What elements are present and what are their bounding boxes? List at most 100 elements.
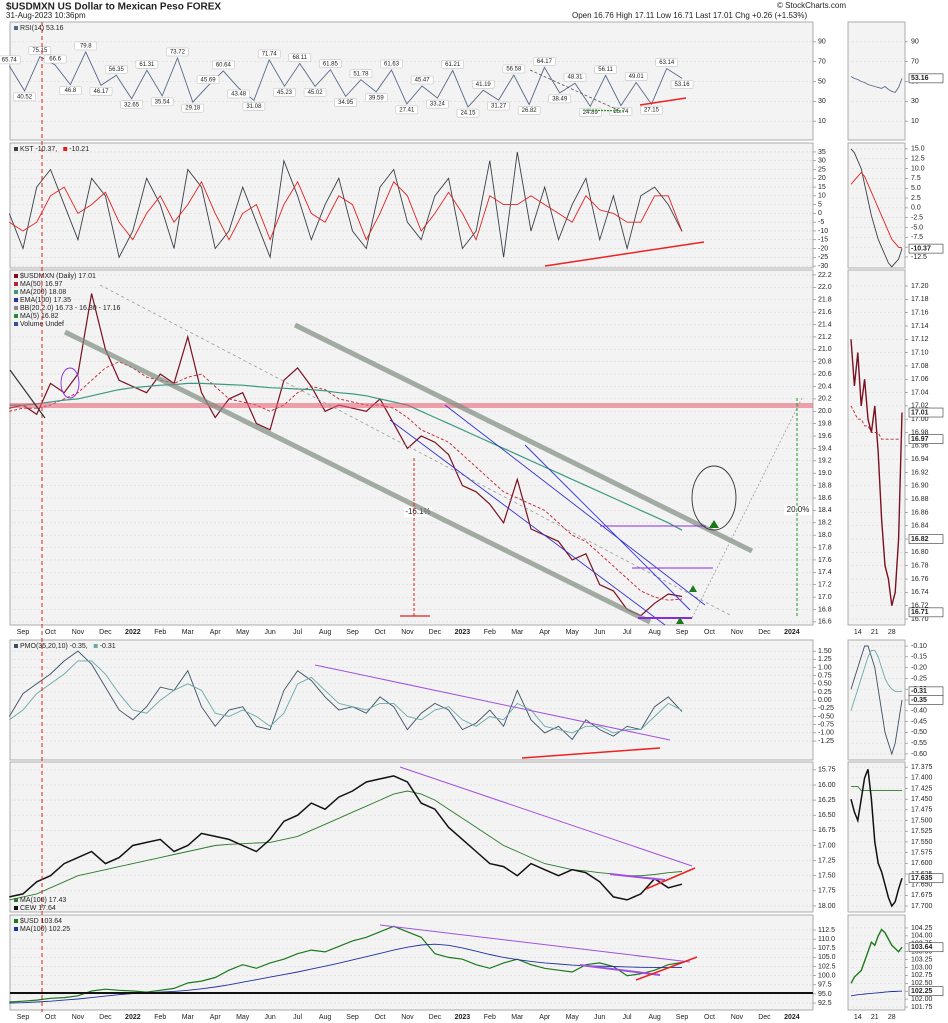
series-line	[8, 50, 683, 108]
legend-entry: MA(100) 17.43	[20, 897, 66, 904]
value-label: 33.24	[430, 102, 446, 108]
y-tick-label: 1.00	[818, 664, 832, 671]
y-tick-label: 0.25	[818, 689, 832, 696]
y-tick-label: 7.5	[911, 175, 921, 182]
y-tick-label: 16.94	[911, 456, 929, 463]
series-line	[851, 785, 902, 792]
x-tick-label: Sep	[346, 1014, 359, 1021]
value-label-box	[640, 105, 663, 115]
y-tick-label: 18.00	[818, 903, 836, 910]
y-tick-label: 17.20	[911, 283, 929, 290]
y-tick-label: 17.12	[911, 336, 929, 343]
panel-frame	[847, 142, 906, 269]
annotation: -16.1%	[405, 507, 430, 516]
legend-swatch	[14, 26, 18, 30]
value-label: 29.18	[185, 106, 201, 112]
price-tag-label: 16.82	[911, 536, 929, 543]
y-tick-label: 17.25	[818, 857, 836, 864]
x-tick-label: Dec	[99, 629, 112, 636]
x-tick-label: Oct	[375, 1014, 386, 1021]
value-label: 61.31	[139, 62, 155, 68]
legend-swatch	[14, 147, 18, 151]
x-tick-label: 2024	[784, 629, 800, 636]
zoom-x-tick-label: 21	[871, 629, 879, 636]
y-tick-label: -0.50	[818, 713, 834, 720]
copyright: © StockCharts.com	[777, 1, 846, 10]
series-line	[850, 148, 903, 268]
decorations	[9, 22, 813, 1012]
y-tick-label: -5	[818, 219, 824, 226]
legend-entry: MA(5) 16.82	[20, 313, 59, 320]
x-tick-label: Apr	[539, 1014, 551, 1021]
y-tick-label: 20.8	[818, 359, 832, 366]
channel-line	[293, 322, 754, 554]
series-line	[850, 405, 902, 440]
value-label-box	[517, 106, 541, 115]
price-tag	[908, 873, 944, 884]
panel-frame	[9, 269, 814, 626]
y-tick-label: 17.4	[818, 569, 832, 576]
y-tick-label: 103.00	[911, 964, 933, 971]
value-label: 24.15	[460, 111, 476, 117]
value-label-box	[319, 59, 342, 68]
y-tick-label: 17.00	[911, 416, 929, 423]
y-tick-label: -25	[818, 254, 828, 261]
x-tick-label: Sep	[676, 1014, 689, 1021]
value-label-box	[563, 72, 587, 82]
value-label-box	[395, 105, 419, 115]
value-label-box	[609, 107, 633, 116]
y-tick-label: 50	[818, 78, 826, 85]
y-tick-label: 0.75	[818, 672, 832, 679]
price-tag	[908, 434, 944, 444]
y-tick-label: 17.425	[911, 785, 933, 792]
series-line	[850, 649, 902, 711]
value-label-box	[242, 102, 266, 111]
x-tick-label: Jul	[623, 629, 632, 636]
y-tick-label: 10.0	[911, 165, 925, 172]
x-tick-label: Dec	[758, 1014, 771, 1021]
x-tick-label: 2022	[125, 1014, 141, 1021]
value-label-box	[43, 54, 67, 64]
value-label-box	[303, 88, 327, 97]
y-tick-label: -0.60	[911, 751, 927, 758]
y-tick-label: 17.500	[911, 817, 933, 824]
y-tick-label: 102.75	[911, 972, 933, 979]
value-label: 60.64	[216, 63, 232, 69]
y-tick-label: 21.4	[818, 321, 832, 328]
y-tick-label: -1.25	[818, 738, 834, 745]
y-tick-label: 17.0	[818, 594, 832, 601]
trend-line	[399, 766, 693, 867]
x-tick-label: Feb	[154, 629, 166, 636]
legend-swatch	[14, 306, 18, 310]
x-tick-label: Aug	[648, 629, 661, 636]
value-label-box	[502, 64, 526, 74]
y-tick-label: 16.98	[911, 429, 929, 436]
y-tick-label: 17.04	[911, 389, 929, 396]
y-tick-label: 17.675	[911, 892, 933, 899]
x-tick-label: Dec	[99, 1014, 112, 1021]
y-tick-label: 16.96	[911, 443, 929, 450]
up-arrow-icon	[689, 585, 697, 592]
y-tick-label: -10	[818, 228, 828, 235]
value-label: 46.17	[94, 89, 110, 95]
y-tick-label: 30	[818, 98, 826, 105]
zoom-x-tick-label: 14	[854, 1014, 862, 1021]
x-tick-label: Nov	[72, 629, 85, 636]
divergence-arrow	[635, 956, 698, 981]
x-tick-label: 2024	[784, 1014, 800, 1021]
x-tick-label: Oct	[704, 629, 715, 636]
value-label-box	[59, 86, 82, 95]
value-label-box	[258, 49, 281, 59]
y-tick-label: 20.4	[818, 383, 832, 390]
y-tick-label: 16.25	[818, 797, 836, 804]
series-line	[9, 775, 683, 901]
x-tick-label: Oct	[375, 629, 386, 636]
value-label: 61.21	[445, 62, 461, 68]
channel-line	[63, 329, 652, 625]
panel-frame	[847, 761, 906, 913]
value-label-box	[472, 80, 495, 89]
x-tick-label: Apr	[210, 1014, 222, 1021]
value-label-box	[624, 72, 648, 81]
value-label: 49.01	[629, 74, 645, 80]
x-tick-label: Sep	[17, 1014, 30, 1021]
